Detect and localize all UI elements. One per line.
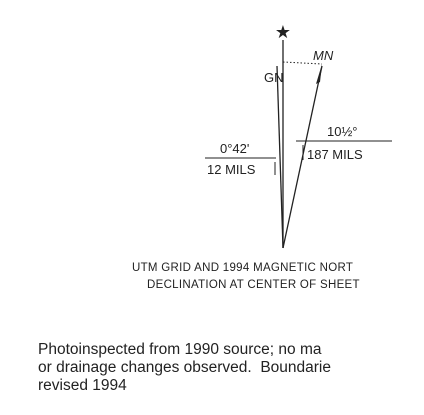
note-line: revised 1994	[38, 377, 127, 394]
mn-label: MN	[313, 48, 334, 63]
grid-mils: 12 MILS	[207, 162, 256, 177]
grid-angle: 0°42'	[220, 141, 249, 156]
magnetic-angle: 10½°	[327, 124, 358, 139]
note-line: Photoinspected from 1990 source; no ma	[38, 341, 322, 358]
caption-line: DECLINATION AT CENTER OF SHEET	[147, 279, 360, 291]
note-line: or drainage changes observed. Boundarie	[38, 359, 331, 376]
caption-line: UTM GRID AND 1994 MAGNETIC NORT	[132, 262, 353, 274]
gn-label: GN	[264, 70, 284, 85]
magnetic-mils: 187 MILS	[307, 147, 363, 162]
grid-north-line	[276, 65, 284, 249]
dotted-line	[282, 61, 323, 65]
mn-arrowhead	[316, 64, 322, 84]
star: ★	[275, 22, 291, 42]
